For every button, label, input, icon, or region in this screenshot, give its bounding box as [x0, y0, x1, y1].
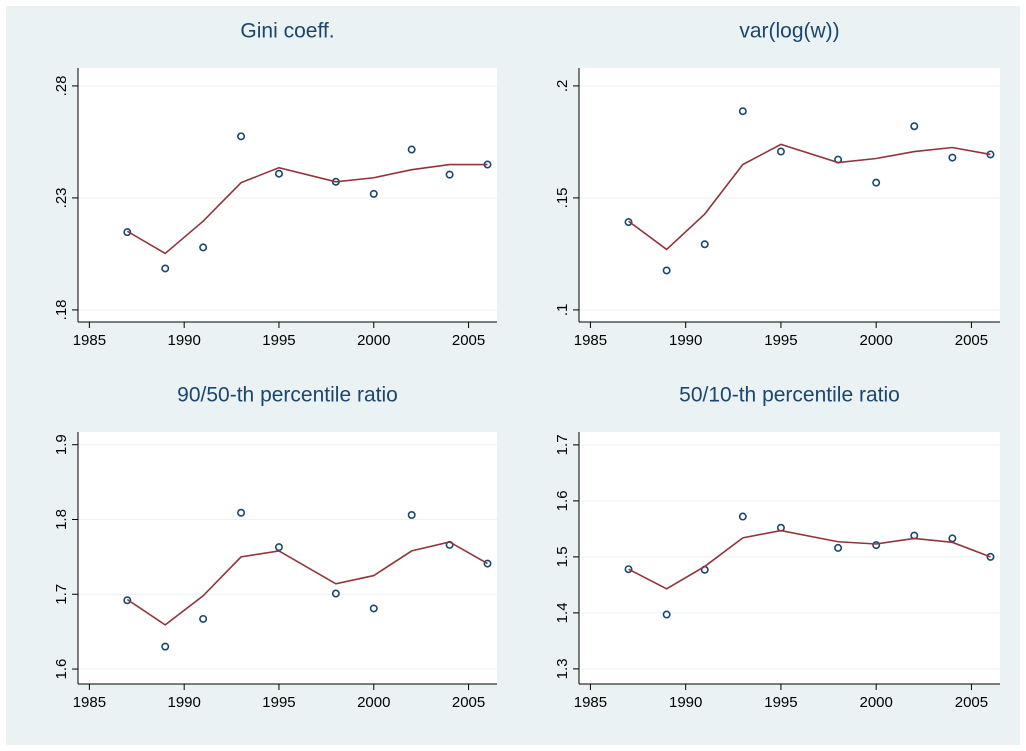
data-point	[662, 610, 671, 619]
plot-area	[579, 432, 1000, 684]
y-tick-label: 1.6	[554, 490, 571, 511]
data-point	[407, 511, 416, 520]
data-point	[948, 153, 957, 162]
x-tick-label: 2000	[859, 332, 892, 349]
x-tick-label: 1990	[669, 694, 702, 711]
data-point	[161, 264, 170, 273]
y-tick-label: 1.8	[53, 509, 70, 530]
y-tick-label: .18	[53, 299, 70, 320]
x-tick-label: 1985	[574, 332, 607, 349]
panel-title: 90/50-th percentile ratio	[177, 384, 398, 407]
y-tick-label: .23	[53, 187, 70, 208]
y-tick-label: .1	[554, 304, 571, 317]
x-tick-label: 2005	[955, 694, 988, 711]
data-point	[624, 565, 633, 574]
data-point	[237, 132, 246, 141]
y-tick-label: .28	[53, 75, 70, 96]
data-point	[834, 543, 843, 552]
x-tick-label: 1990	[167, 694, 200, 711]
x-tick-label: 2005	[955, 332, 988, 349]
data-point	[123, 228, 132, 237]
x-tick-label: 1985	[73, 332, 106, 349]
y-tick-label: 1.6	[53, 659, 70, 680]
data-point	[199, 243, 208, 252]
data-point	[872, 178, 881, 187]
data-point	[986, 552, 995, 561]
x-tick-label: 1990	[669, 332, 702, 349]
x-tick-label: 2000	[859, 694, 892, 711]
panel-title: var(log(w))	[739, 20, 839, 43]
data-point	[331, 589, 340, 598]
data-point	[123, 596, 132, 605]
data-point	[161, 642, 170, 651]
data-point	[369, 604, 378, 613]
data-point	[624, 218, 633, 227]
data-point	[237, 508, 246, 517]
data-point	[369, 189, 378, 198]
y-tick-label: .15	[554, 187, 571, 208]
x-tick-label: 1985	[73, 694, 106, 711]
data-point	[483, 559, 492, 568]
panel-title: 50/10-th percentile ratio	[679, 384, 900, 407]
data-point	[700, 240, 709, 249]
data-point	[910, 122, 919, 131]
x-tick-label: 2005	[452, 694, 485, 711]
data-point	[776, 147, 785, 156]
trend-line	[126, 541, 488, 626]
data-point	[199, 614, 208, 623]
x-tick-label: 1995	[262, 332, 295, 349]
data-point	[274, 169, 283, 178]
x-tick-label: 2000	[357, 332, 390, 349]
y-tick-label: 1.7	[554, 434, 571, 455]
x-tick-label: 1985	[574, 694, 607, 711]
x-tick-label: 1995	[764, 332, 797, 349]
y-tick-label: 1.9	[53, 434, 70, 455]
x-tick-label: 1990	[167, 332, 200, 349]
y-tick-label: .2	[554, 80, 571, 93]
y-tick-label: 1.3	[554, 658, 571, 679]
plot-area	[78, 68, 497, 322]
panel-title: Gini coeff.	[240, 20, 334, 43]
data-point	[407, 145, 416, 154]
y-tick-label: 1.7	[53, 584, 70, 605]
y-tick-label: 1.5	[554, 546, 571, 567]
x-tick-label: 2000	[357, 694, 390, 711]
y-tick-label: 1.4	[554, 602, 571, 623]
data-point	[445, 170, 454, 179]
x-tick-label: 1995	[262, 694, 295, 711]
trend-line	[628, 529, 991, 590]
x-tick-label: 2005	[452, 332, 485, 349]
data-point	[738, 107, 747, 116]
plot-area	[78, 432, 497, 684]
data-point	[662, 266, 671, 275]
data-point	[738, 512, 747, 521]
x-tick-label: 1995	[764, 694, 797, 711]
plot-area	[579, 68, 1000, 322]
trend-line	[126, 163, 488, 255]
trend-line	[628, 143, 991, 251]
data-point	[872, 541, 881, 550]
